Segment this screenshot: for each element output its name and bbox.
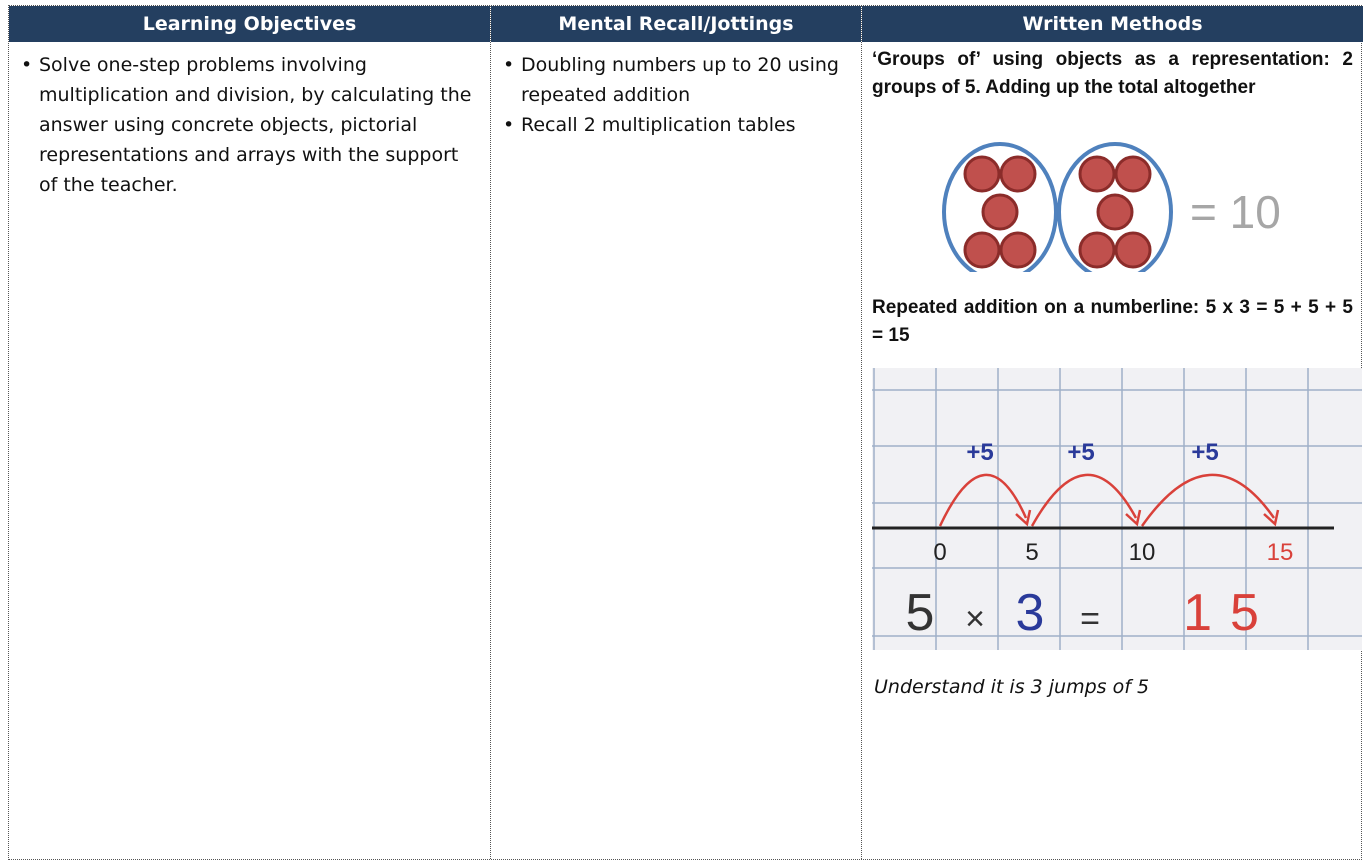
- bullet-list: Solve one-step problems involving multip…: [9, 42, 490, 200]
- counter: [999, 231, 1037, 269]
- bullet-item: Solve one-step problems involving multip…: [21, 50, 476, 200]
- column: Written Methods ‘Groups of’ using object…: [861, 6, 1363, 859]
- mark-label: 15: [1267, 539, 1294, 566]
- header-cell: Written Methods: [862, 6, 1363, 42]
- arrow-head: [1125, 509, 1142, 527]
- numberline-figure: +5 +5 +5 0 5 10 15 5 × 3 = 15: [872, 368, 1362, 650]
- heading: Repeated addition on a numberline: 5 x 3…: [872, 297, 1353, 346]
- counter: [963, 155, 1001, 193]
- counter: [1078, 155, 1116, 193]
- bullet-list: Doubling numbers up to 20 using repeated…: [491, 42, 861, 140]
- counter: [963, 231, 1001, 269]
- equation-part: 15: [1183, 584, 1277, 642]
- bullet-item: Recall 2 multiplication tables: [503, 110, 847, 140]
- mark-label: 5: [1025, 539, 1038, 566]
- equation-part: =: [1080, 600, 1100, 638]
- counter: [1114, 155, 1152, 193]
- counter: [999, 155, 1037, 193]
- jump-label: +5: [966, 439, 993, 466]
- jump-arc: [938, 473, 1028, 527]
- counter: [1096, 193, 1134, 231]
- mark-label: 10: [1129, 539, 1156, 566]
- counter: [981, 193, 1019, 231]
- groups-figure: = 10: [942, 142, 1281, 282]
- arrow-head: [1015, 509, 1032, 527]
- column: Mental Recall/Jottings Doubling numbers …: [490, 6, 861, 859]
- header-cell: Mental Recall/Jottings: [491, 6, 861, 42]
- counter: [1114, 231, 1152, 269]
- equation-part: 5: [906, 584, 935, 642]
- jump-label: +5: [1191, 439, 1218, 466]
- equation-part: ×: [965, 600, 985, 638]
- table: Learning Objectives Solve one-step probl…: [8, 5, 1363, 860]
- equation: = 10: [1190, 186, 1281, 238]
- note: Understand it is 3 jumps of 5: [874, 676, 1150, 698]
- paper: [872, 368, 1362, 650]
- bullet-item: Doubling numbers up to 20 using repeated…: [503, 50, 847, 110]
- mark-label: 0: [933, 539, 946, 566]
- header-cell: Learning Objectives: [9, 6, 490, 42]
- jump-arc: [1140, 473, 1276, 527]
- column: Learning Objectives Solve one-step probl…: [9, 6, 490, 859]
- counter: [1078, 231, 1116, 269]
- heading: ‘Groups of’ using objects as a represent…: [872, 49, 1353, 98]
- jump-label: +5: [1067, 439, 1094, 466]
- equation-part: 3: [1016, 584, 1045, 642]
- cell: ‘Groups of’ using objects as a represent…: [862, 42, 1363, 698]
- arrow-head: [1263, 509, 1280, 527]
- jump-arc: [1030, 473, 1138, 527]
